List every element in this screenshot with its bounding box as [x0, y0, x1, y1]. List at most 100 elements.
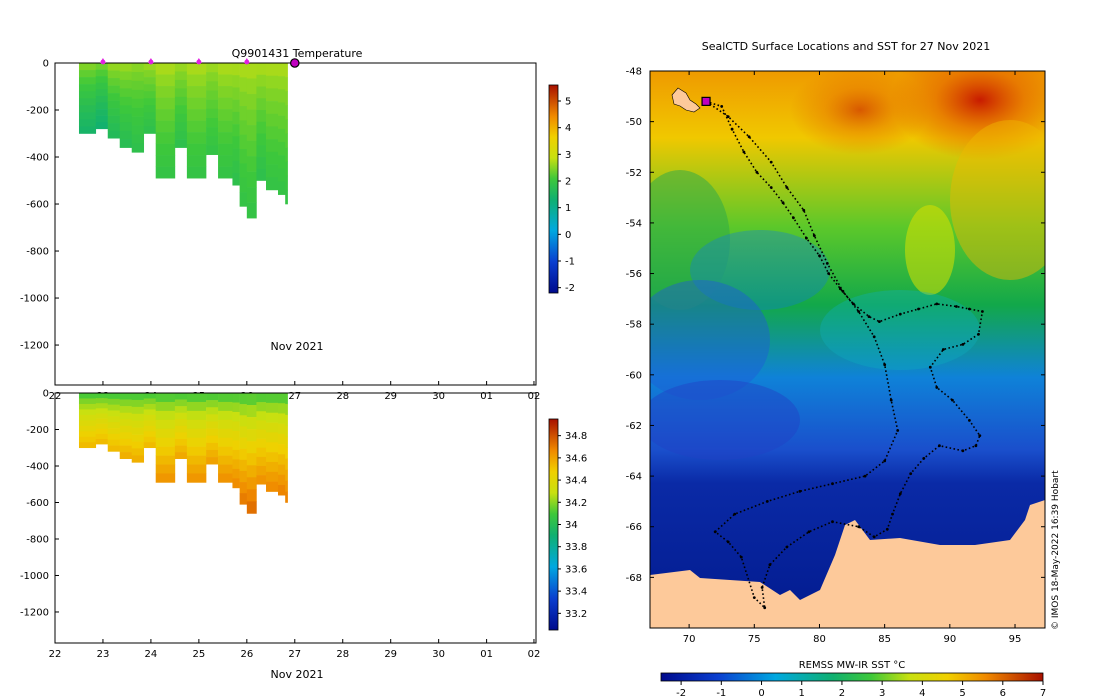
y-tick-label: -800: [26, 534, 49, 545]
profile-cell: [131, 399, 145, 408]
profile-cell: [285, 436, 288, 449]
y-tick-label: -400: [26, 153, 49, 164]
profile-cell: [107, 422, 121, 429]
track-point: [951, 398, 954, 402]
profile-cell: [246, 202, 257, 219]
profile-cell: [119, 105, 133, 115]
profile-cell: [206, 435, 219, 444]
salinity-colorbar: [548, 418, 559, 631]
profile-cell: [186, 410, 207, 421]
profile-cell: [143, 420, 157, 427]
profile-cell: [107, 63, 121, 71]
track-point: [968, 419, 971, 422]
current-position-marker: [701, 96, 711, 106]
profile-cell: [278, 181, 286, 195]
track-point: [713, 530, 717, 534]
x-tick-label: 26: [240, 649, 253, 660]
map-x-tick-label: 75: [748, 634, 761, 645]
profile-cell: [218, 97, 233, 110]
track-point: [785, 186, 789, 189]
profile-cell: [218, 455, 233, 465]
colorbar-tick-label: 34.2: [565, 498, 587, 509]
profile-cell: [246, 78, 257, 95]
profile-cell: [95, 76, 109, 84]
track-point: [917, 307, 920, 311]
profile-cell: [131, 413, 145, 422]
profile-cell: [78, 84, 97, 92]
track-point: [798, 489, 802, 493]
profile-cell: [107, 130, 121, 139]
profile-cell: [95, 418, 109, 424]
profile-cell: [239, 163, 248, 178]
profile-cell: [278, 393, 286, 404]
profile-cell: [239, 120, 248, 135]
profile-cell: [218, 446, 233, 456]
x-tick-label: 28: [336, 391, 349, 402]
profile-cell: [186, 63, 207, 75]
profile-cell: [78, 91, 97, 99]
profile-cell: [119, 122, 133, 131]
profile-cell: [95, 423, 109, 430]
profile-cell: [107, 85, 121, 94]
profile-cell: [155, 143, 176, 156]
profile-cell: [256, 402, 267, 412]
track-point: [928, 365, 932, 369]
map-frame: [649, 70, 1046, 629]
map-x-tick-label: 85: [878, 634, 891, 645]
profile-cell: [78, 425, 97, 432]
profile-cell: [155, 74, 176, 87]
profile-cell: [239, 393, 248, 405]
profile-cell: [218, 132, 233, 144]
profile-cell: [186, 120, 207, 133]
temperature-panel: Q9901431 Temperature 2223242526272829300…: [20, 47, 575, 402]
profile-cell: [266, 412, 279, 423]
track-point: [941, 348, 945, 351]
track-point: [872, 535, 876, 539]
profile-cell: [155, 120, 176, 133]
profile-cell: [78, 112, 97, 120]
profile-cell: [143, 436, 157, 443]
profile-cell: [143, 442, 157, 449]
profile-cell: [218, 143, 233, 156]
profile-cell: [246, 453, 257, 466]
profile-cell: [155, 455, 176, 465]
map-y-tick-label: -52: [626, 168, 642, 179]
sst-colorbar-ticks: -2 -1 0 1 2 3 4 5 6 7: [676, 681, 1046, 699]
profile-cell: [186, 401, 207, 412]
profile-cell: [107, 398, 121, 405]
sst-colorbar-tick-label: 6: [1000, 688, 1006, 699]
track-point: [792, 216, 795, 220]
profile-cell: [143, 63, 157, 71]
profile-cell: [285, 447, 288, 459]
profile-cell: [119, 130, 133, 140]
colorbar-tick-label: -1: [565, 257, 575, 268]
y-tick-label: 0: [43, 389, 49, 400]
sst-colorbar-tick-label: -1: [716, 688, 726, 699]
track-point: [807, 530, 811, 534]
track-point: [747, 135, 751, 139]
track-point: [961, 343, 965, 346]
profile-cell: [246, 187, 257, 203]
profile-cell: [218, 393, 233, 403]
map-y-tick-label: -62: [626, 421, 642, 432]
profile-cell: [239, 91, 248, 107]
profile-cell: [174, 122, 188, 131]
temperature-title: Q9901431 Temperature: [232, 47, 363, 60]
track-point: [961, 449, 965, 453]
profile-cell: [246, 417, 257, 430]
x-tick-label: 25: [193, 649, 206, 660]
profile-cell: [95, 122, 109, 130]
profile-cell: [246, 125, 257, 141]
x-tick-label: 24: [145, 649, 158, 660]
profile-cell: [155, 401, 176, 412]
profile-cell: [174, 438, 188, 446]
profile-cell: [78, 393, 97, 399]
profile-cell: [155, 63, 176, 75]
profile-cell: [218, 428, 233, 439]
profile-cell: [232, 87, 240, 100]
x-tick-label: 30: [432, 649, 445, 660]
track-point: [883, 363, 887, 367]
profile-cell: [206, 81, 219, 91]
profile-cell: [278, 474, 286, 486]
profile-cell: [95, 89, 109, 97]
